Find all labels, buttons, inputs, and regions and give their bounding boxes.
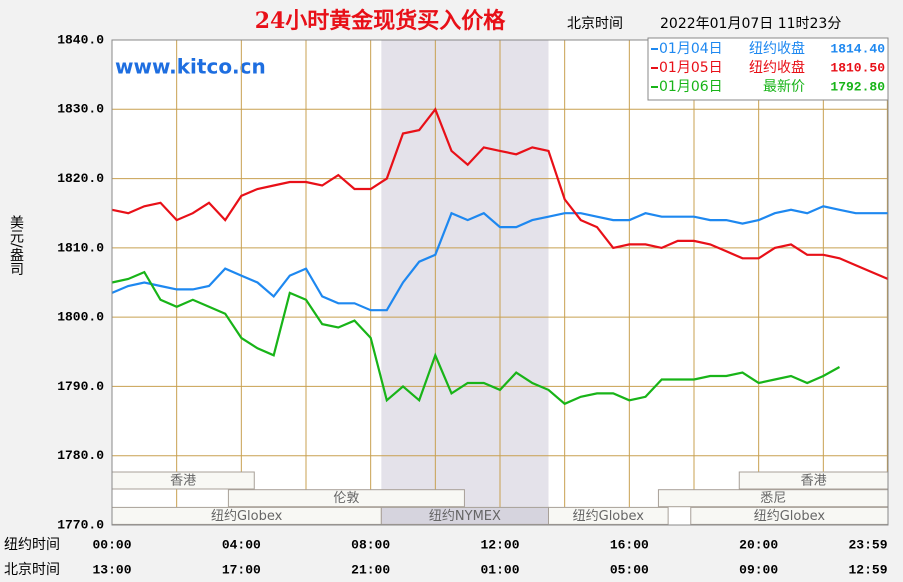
x-tick-label: 21:00 xyxy=(351,562,390,577)
legend-name: 01月05日 xyxy=(659,60,723,76)
session-bar xyxy=(548,506,669,525)
series-line xyxy=(111,107,889,281)
x-tick-label: 23:59 xyxy=(848,537,887,552)
x-tick-label: 12:00 xyxy=(480,537,519,552)
x-tick-label: 05:00 xyxy=(610,562,649,577)
session-label: 纽约NYMEX xyxy=(429,509,501,524)
x-tick-label: 09:00 xyxy=(739,562,778,577)
session-label: 香港 xyxy=(801,474,827,489)
x-tick-label: 20:00 xyxy=(739,537,778,552)
datetime: 2022年01月07日 11时23分 xyxy=(660,16,841,32)
y-tick-label: 1820.0 xyxy=(57,171,104,186)
y-tick-label: 1790.0 xyxy=(57,379,104,394)
x-tick-label: 16:00 xyxy=(610,537,649,552)
x-tick-label: 08:00 xyxy=(351,537,390,552)
legend-value: 1810.50 xyxy=(830,60,885,75)
y-tick-label: 1840.0 xyxy=(57,32,104,47)
session-bar xyxy=(227,489,465,508)
legend-name: 01月04日 xyxy=(659,41,723,57)
legend-box xyxy=(647,37,889,101)
series-line xyxy=(111,270,841,406)
x-row-label: 纽约时间 xyxy=(4,537,60,553)
x-tick-label: 04:00 xyxy=(222,537,261,552)
y-tick-label: 1800.0 xyxy=(57,310,104,325)
legend-name: 01月06日 xyxy=(659,79,723,95)
session-label: 伦敦 xyxy=(333,490,359,506)
plot-frame xyxy=(111,39,889,526)
session-label: 纽约Globex xyxy=(754,509,826,524)
series-line xyxy=(111,205,888,312)
legend-status: 纽约收盘 xyxy=(749,40,805,57)
session-label: 纽约Globex xyxy=(211,509,283,524)
watermark: www.kitco.cn xyxy=(115,55,266,79)
y-tick-label: 1780.0 xyxy=(57,448,104,463)
x-tick-label: 12:59 xyxy=(848,562,887,577)
legend-value: 1792.80 xyxy=(830,79,885,94)
chart-title: 24小时黄金现货买入价格 xyxy=(255,8,507,34)
y-tick-label: 1770.0 xyxy=(57,517,104,532)
time-label: 北京时间 xyxy=(567,16,623,32)
x-tick-label: 00:00 xyxy=(92,537,131,552)
x-tick-label: 17:00 xyxy=(222,562,261,577)
session-label: 纽约Globex xyxy=(573,509,645,524)
highlight-band xyxy=(381,40,549,525)
y-tick-label: 1830.0 xyxy=(57,102,104,117)
session-label: 悉尼 xyxy=(760,491,786,506)
x-tick-label: 01:00 xyxy=(480,562,519,577)
y-tick-label: 1810.0 xyxy=(57,240,104,255)
legend-status: 纽约收盘 xyxy=(749,59,805,76)
x-tick-label: 13:00 xyxy=(92,562,131,577)
x-row-label: 北京时间 xyxy=(4,562,60,578)
legend-status: 最新价 xyxy=(763,79,805,95)
y-axis-label: 美元/盎司 xyxy=(8,215,24,276)
session-label: 香港 xyxy=(170,474,196,489)
legend-value: 1814.40 xyxy=(830,41,885,56)
